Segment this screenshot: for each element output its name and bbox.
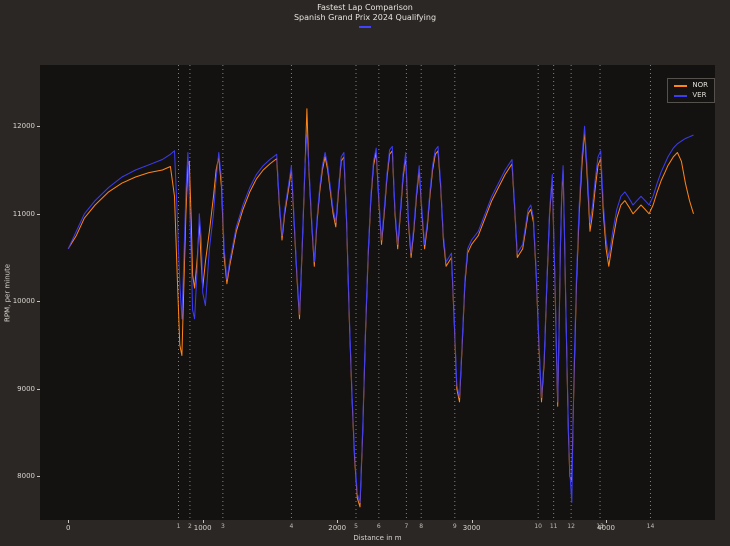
corner-number-label: 9 — [452, 523, 457, 530]
chart-subtitle: Spanish Grand Prix 2024 Qualifying — [293, 13, 437, 23]
x-tick-mark — [606, 520, 608, 523]
legend-entry-nor: NOR — [674, 82, 708, 89]
y-tick-label: 9000 — [17, 384, 35, 393]
corner-number-label: 3 — [220, 523, 225, 530]
corner-number-label: 5 — [354, 523, 358, 530]
y-tick-label: 11000 — [12, 209, 35, 218]
corner-number-label: 8 — [419, 523, 424, 530]
y-tick-mark — [37, 213, 40, 215]
y-tick-mark — [37, 301, 40, 303]
plot-area-background — [40, 65, 715, 520]
x-tick-label: 3000 — [462, 524, 481, 532]
corner-number-label: 11 — [549, 523, 558, 530]
chart-title: Fastest Lap Comparison — [317, 3, 413, 12]
corner-number-label: 13 — [596, 523, 604, 530]
corner-number-label: 14 — [646, 523, 655, 530]
x-tick-label: 2000 — [328, 524, 347, 532]
x-tick-label: 1000 — [193, 524, 212, 532]
legend-label-ver: VER — [692, 91, 707, 99]
corner-number-label: 12 — [567, 523, 575, 530]
x-tick-label: 4000 — [597, 524, 615, 532]
y-tick-label: 10000 — [12, 297, 35, 306]
x-tick-mark — [202, 520, 204, 523]
x-tick-mark — [471, 520, 473, 523]
y-tick-label: 12000 — [12, 122, 35, 131]
corner-number-label: 10 — [534, 523, 542, 530]
x-axis-label: Distance in m — [353, 534, 402, 542]
y-tick-label: 8000 — [17, 472, 35, 481]
x-tick-label: 0 — [66, 524, 71, 532]
title-accent-dash — [359, 25, 371, 28]
nor-line-swatch — [674, 84, 688, 87]
corner-number-label: 7 — [404, 523, 409, 530]
chart-title-block: Fastest Lap Comparison Spanish Grand Pri… — [0, 3, 730, 28]
ver-line-swatch — [674, 94, 688, 97]
series-line-ver — [67, 125, 694, 503]
y-tick-mark — [37, 476, 40, 478]
x-tick-mark — [337, 520, 339, 523]
series-line-nor — [67, 108, 694, 508]
legend-entry-ver: VER — [674, 92, 708, 99]
corner-number-label: 6 — [376, 523, 381, 530]
legend-label-nor: NOR — [692, 81, 708, 89]
legend: NOR VER — [667, 78, 715, 103]
corner-number-label: 2 — [188, 523, 192, 530]
rpm-line-chart — [67, 65, 694, 520]
x-tick-mark — [68, 520, 70, 523]
y-axis-label: RPM, per minute — [3, 263, 12, 322]
corner-number-label: 4 — [289, 523, 294, 530]
y-tick-mark — [37, 388, 40, 390]
y-tick-mark — [37, 126, 40, 128]
corner-number-label: 1 — [176, 523, 181, 530]
